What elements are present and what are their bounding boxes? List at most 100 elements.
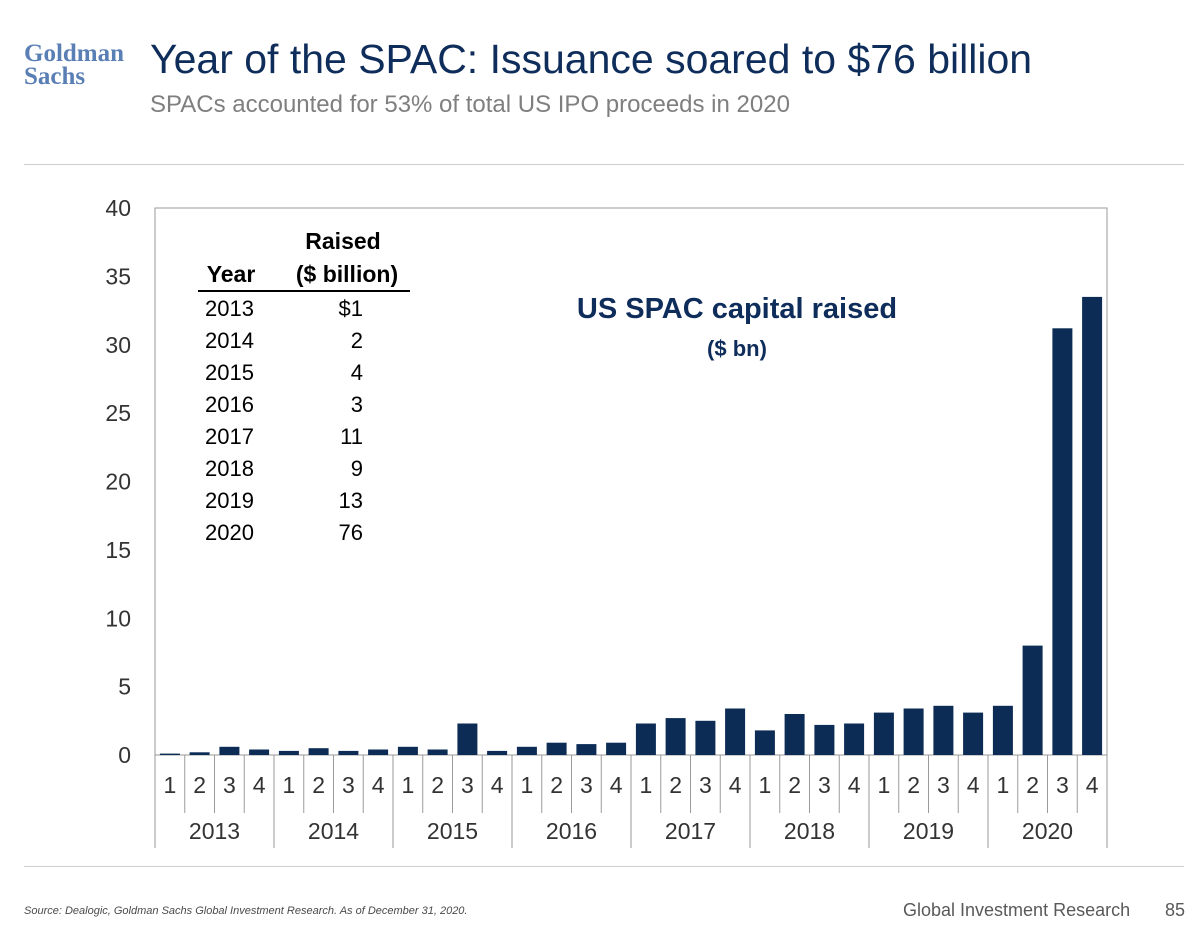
bar-2020-q3 — [1052, 328, 1073, 755]
bar-2017-q2 — [665, 718, 686, 755]
x-quarter-label: 1 — [401, 772, 414, 798]
x-year-label: 2017 — [665, 818, 716, 844]
table-cell-raised: 3 — [351, 392, 363, 417]
bar-2015-q2 — [427, 749, 448, 755]
bar-2019-q4 — [963, 712, 984, 755]
x-quarter-label: 3 — [937, 772, 950, 798]
bar-2016-q2 — [546, 742, 567, 755]
page-title: Year of the SPAC: Issuance soared to $76… — [150, 36, 1033, 82]
x-quarter-label: 3 — [461, 772, 474, 798]
chart-unit-label: ($ bn) — [707, 336, 767, 361]
x-quarter-label: 3 — [1056, 772, 1069, 798]
x-quarter-label: 1 — [639, 772, 652, 798]
x-quarter-label: 3 — [580, 772, 593, 798]
bar-2020-q2 — [1022, 645, 1043, 755]
bar-2017-q4 — [725, 708, 746, 755]
bar-2017-q1 — [635, 723, 656, 755]
footer-divider — [24, 866, 1184, 867]
bar-2019-q1 — [873, 712, 894, 755]
x-quarter-label: 3 — [342, 772, 355, 798]
x-quarter-label: 4 — [253, 772, 266, 798]
table-cell-raised: $1 — [339, 296, 363, 321]
y-tick-label: 20 — [105, 469, 131, 495]
x-quarter-label: 4 — [1086, 772, 1099, 798]
logo-line-2: Sachs — [24, 63, 86, 90]
logo-line-1: Goldman — [24, 40, 125, 67]
table-cell-year: 2020 — [205, 520, 254, 545]
x-quarter-label: 3 — [223, 772, 236, 798]
x-quarter-label: 1 — [877, 772, 890, 798]
table-cell-raised: 76 — [339, 520, 363, 545]
bar-2016-q1 — [516, 746, 537, 755]
x-quarter-label: 4 — [610, 772, 623, 798]
table-cell-raised: 11 — [340, 424, 363, 449]
bar-2015-q3 — [457, 723, 478, 755]
bar-2016-q3 — [576, 744, 597, 755]
table-cell-raised: 13 — [339, 488, 363, 513]
footer-org-name: Global Investment Research — [903, 900, 1131, 920]
bar-2013-q3 — [219, 746, 240, 755]
x-quarter-label: 2 — [669, 772, 682, 798]
x-year-label: 2014 — [308, 818, 359, 844]
bar-2019-q3 — [933, 705, 954, 755]
y-tick-label: 10 — [105, 605, 131, 631]
y-tick-label: 15 — [105, 537, 131, 563]
x-quarter-label: 4 — [491, 772, 504, 798]
table-header-units: ($ billion) — [296, 261, 398, 287]
goldman-sachs-logo: Goldman Sachs — [24, 40, 125, 90]
x-quarter-label: 3 — [699, 772, 712, 798]
x-quarter-label: 2 — [312, 772, 325, 798]
bar-2013-q4 — [249, 749, 270, 755]
bar-2014-q2 — [308, 748, 329, 755]
header-divider — [24, 164, 1184, 165]
x-year-label: 2018 — [784, 818, 835, 844]
y-tick-label: 0 — [118, 742, 131, 768]
y-tick-label: 30 — [105, 332, 131, 358]
bar-2015-q1 — [397, 746, 418, 755]
x-quarter-label: 1 — [758, 772, 771, 798]
table-cell-year: 2013 — [205, 296, 254, 321]
table-cell-year: 2018 — [205, 456, 254, 481]
x-quarter-label: 4 — [967, 772, 980, 798]
x-quarter-label: 2 — [907, 772, 920, 798]
x-quarter-label: 2 — [1026, 772, 1039, 798]
x-quarter-label: 1 — [282, 772, 295, 798]
table-cell-year: 2016 — [205, 392, 254, 417]
bar-2015-q4 — [487, 750, 508, 755]
bar-2014-q1 — [278, 750, 299, 755]
page-subtitle: SPACs accounted for 53% of total US IPO … — [150, 91, 790, 118]
chart-title: US SPAC capital raised — [577, 293, 897, 325]
x-year-label: 2020 — [1022, 818, 1073, 844]
x-quarter-label: 1 — [996, 772, 1009, 798]
bar-2014-q4 — [368, 749, 389, 755]
x-quarter-label: 4 — [729, 772, 742, 798]
bar-2017-q3 — [695, 720, 716, 755]
x-quarter-label: 2 — [193, 772, 206, 798]
bar-2020-q1 — [992, 705, 1013, 755]
bar-2013-q1 — [159, 753, 180, 755]
table-cell-year: 2015 — [205, 360, 254, 385]
x-quarter-label: 2 — [550, 772, 563, 798]
x-quarter-label: 3 — [818, 772, 831, 798]
table-header-raised: Raised — [305, 228, 380, 254]
x-quarter-label: 1 — [163, 772, 176, 798]
bar-2018-q2 — [784, 714, 805, 755]
table-cell-year: 2019 — [205, 488, 254, 513]
bar-2018-q4 — [844, 723, 865, 755]
bar-2020-q4 — [1082, 296, 1103, 755]
y-tick-label: 25 — [105, 400, 131, 426]
table-cell-raised: 9 — [351, 456, 363, 481]
bar-2018-q1 — [754, 730, 775, 755]
table-cell-raised: 2 — [351, 328, 363, 353]
x-year-label: 2015 — [427, 818, 478, 844]
x-year-label: 2013 — [189, 818, 240, 844]
bar-2016-q4 — [606, 742, 627, 755]
y-tick-label: 35 — [105, 263, 131, 289]
bar-2014-q3 — [338, 750, 359, 755]
x-quarter-label: 4 — [372, 772, 385, 798]
table-cell-year: 2014 — [205, 328, 254, 353]
x-year-label: 2016 — [546, 818, 597, 844]
source-note: Source: Dealogic, Goldman Sachs Global I… — [24, 905, 468, 917]
bar-2019-q2 — [903, 708, 924, 755]
